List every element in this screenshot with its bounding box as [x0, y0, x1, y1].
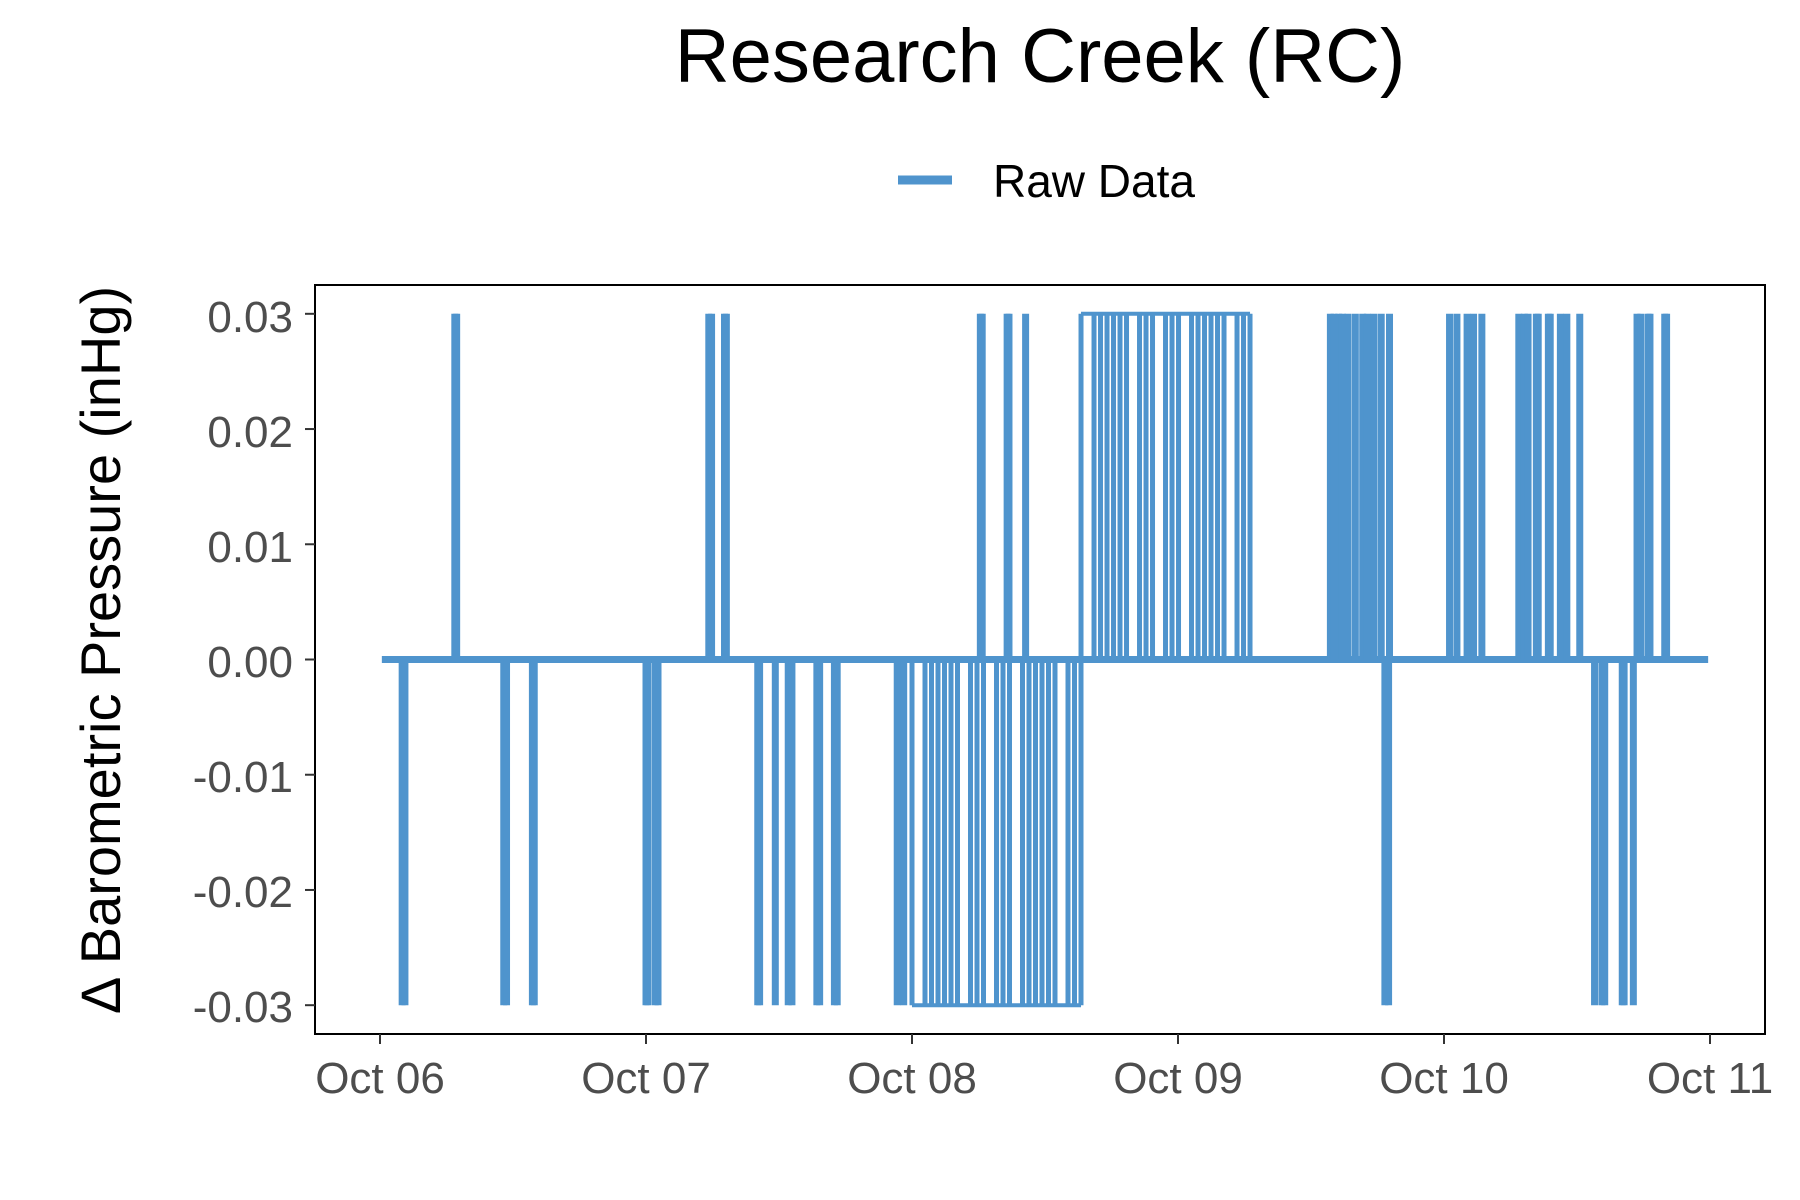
- y-tick-label-3: 0.00: [207, 638, 293, 687]
- x-tick-label-0: Oct 06: [315, 1054, 445, 1103]
- x-tick-label-2: Oct 08: [847, 1054, 977, 1103]
- y-tick-label-0: 0.03: [207, 293, 293, 342]
- x-tick-label-5: Oct 11: [1647, 1054, 1773, 1103]
- y-tick-label-5: -0.02: [193, 868, 293, 917]
- x-tick-label-3: Oct 09: [1113, 1054, 1243, 1103]
- y-tick-label-2: 0.01: [207, 523, 293, 572]
- y-axis: 0.03 0.02 0.01 0.00 -0.01 -0.02 -0.03: [193, 293, 315, 1032]
- x-tick-label-1: Oct 07: [581, 1054, 711, 1103]
- x-tick-label-4: Oct 10: [1379, 1054, 1509, 1103]
- y-tick-label-1: 0.02: [207, 408, 293, 457]
- legend-label-raw-data: Raw Data: [993, 155, 1195, 207]
- chart-title: Research Creek (RC): [675, 14, 1406, 99]
- series-raw-data: [381, 311, 1709, 1008]
- x-axis: Oct 06 Oct 07 Oct 08 Oct 09 Oct 10 Oct 1…: [315, 1034, 1773, 1103]
- y-axis-title: Δ Barometric Pressure (inHg): [69, 286, 132, 1014]
- y-tick-label-6: -0.03: [193, 983, 293, 1032]
- y-tick-label-4: -0.01: [193, 753, 293, 802]
- legend: Raw Data: [898, 155, 1195, 207]
